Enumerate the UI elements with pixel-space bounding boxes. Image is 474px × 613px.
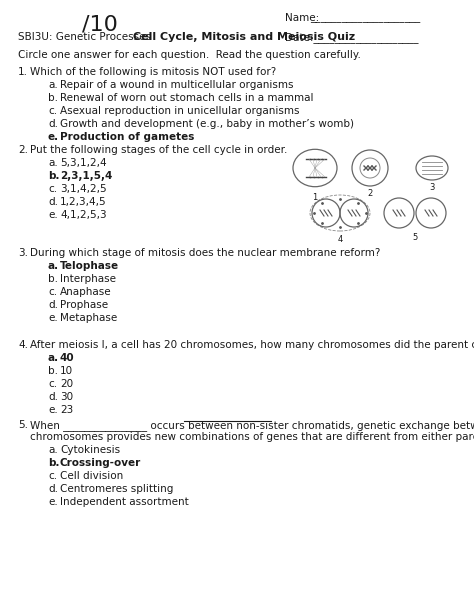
Text: d.: d. (48, 119, 58, 129)
Text: 4: 4 (337, 235, 343, 244)
Text: b.: b. (48, 93, 58, 103)
Text: /10: /10 (82, 15, 118, 35)
Text: 2.: 2. (18, 145, 28, 155)
Text: Metaphase: Metaphase (60, 313, 117, 323)
Text: c.: c. (48, 184, 57, 194)
Text: a.: a. (48, 261, 59, 271)
Text: Centromeres splitting: Centromeres splitting (60, 484, 173, 494)
Text: _____________________: _____________________ (310, 13, 420, 23)
Text: a.: a. (48, 158, 58, 168)
Text: e.: e. (48, 405, 58, 415)
Text: b.: b. (48, 274, 58, 284)
Text: After meiosis I, a cell has 20 chromosomes, how many chromosomes did the parent : After meiosis I, a cell has 20 chromosom… (30, 340, 474, 350)
Text: 1.: 1. (18, 67, 28, 77)
Text: 2: 2 (367, 189, 373, 198)
Text: SBI3U: Genetic Processes: SBI3U: Genetic Processes (18, 32, 151, 42)
Text: 5.: 5. (18, 420, 28, 430)
Text: a.: a. (48, 353, 59, 363)
Text: e.: e. (48, 313, 58, 323)
Text: 4,1,2,5,3: 4,1,2,5,3 (60, 210, 107, 220)
Text: 23: 23 (60, 405, 73, 415)
Text: b.: b. (48, 171, 60, 181)
Text: Growth and development (e.g., baby in mother’s womb): Growth and development (e.g., baby in mo… (60, 119, 354, 129)
Text: When ________________ occurs between non-sister chromatids, genetic exchange bet: When ________________ occurs between non… (30, 420, 474, 431)
Text: Date:____________________: Date:____________________ (285, 32, 419, 43)
Text: 4.: 4. (18, 340, 28, 350)
Text: During which stage of mitosis does the nuclear membrane reform?: During which stage of mitosis does the n… (30, 248, 380, 258)
Text: 3.: 3. (18, 248, 28, 258)
Text: Cell Cycle, Mitosis and Meiosis Quiz: Cell Cycle, Mitosis and Meiosis Quiz (133, 32, 355, 42)
Text: Renewal of worn out stomach cells in a mammal: Renewal of worn out stomach cells in a m… (60, 93, 313, 103)
Text: b.: b. (48, 458, 60, 468)
Text: Cell division: Cell division (60, 471, 123, 481)
Text: 3: 3 (429, 183, 435, 192)
Text: Interphase: Interphase (60, 274, 116, 284)
Text: 40: 40 (60, 353, 74, 363)
Text: a.: a. (48, 445, 58, 455)
Text: Circle one answer for each question.  Read the question carefully.: Circle one answer for each question. Rea… (18, 50, 361, 60)
Text: e.: e. (48, 210, 58, 220)
Text: 2,3,1,5,4: 2,3,1,5,4 (60, 171, 112, 181)
Text: Anaphase: Anaphase (60, 287, 111, 297)
Text: Prophase: Prophase (60, 300, 108, 310)
Text: Production of gametes: Production of gametes (60, 132, 194, 142)
Text: chromosomes provides new combinations of genes that are different from either pa: chromosomes provides new combinations of… (30, 432, 474, 442)
Text: c.: c. (48, 379, 57, 389)
Text: d.: d. (48, 484, 58, 494)
Text: c.: c. (48, 287, 57, 297)
Text: 5,3,1,2,4: 5,3,1,2,4 (60, 158, 107, 168)
Text: 20: 20 (60, 379, 73, 389)
Text: c.: c. (48, 106, 57, 116)
Text: a.: a. (48, 80, 58, 90)
Text: d.: d. (48, 392, 58, 402)
Text: Asexual reproduction in unicellular organisms: Asexual reproduction in unicellular orga… (60, 106, 300, 116)
Text: Crossing-over: Crossing-over (60, 458, 141, 468)
Text: Repair of a wound in multicellular organisms: Repair of a wound in multicellular organ… (60, 80, 293, 90)
Text: e.: e. (48, 132, 59, 142)
Text: Independent assortment: Independent assortment (60, 497, 189, 507)
Text: 10: 10 (60, 366, 73, 376)
Text: 5: 5 (412, 233, 418, 242)
Text: b.: b. (48, 366, 58, 376)
Text: 1: 1 (312, 193, 318, 202)
Text: Name:: Name: (285, 13, 322, 23)
Text: Cytokinesis: Cytokinesis (60, 445, 120, 455)
Text: 30: 30 (60, 392, 73, 402)
Text: Telophase: Telophase (60, 261, 119, 271)
Text: c.: c. (48, 471, 57, 481)
Text: d.: d. (48, 300, 58, 310)
Text: d.: d. (48, 197, 58, 207)
Text: Which of the following is mitosis NOT used for?: Which of the following is mitosis NOT us… (30, 67, 276, 77)
Text: 1,2,3,4,5: 1,2,3,4,5 (60, 197, 107, 207)
Text: e.: e. (48, 497, 58, 507)
Text: Put the following stages of the cell cycle in order.: Put the following stages of the cell cyc… (30, 145, 287, 155)
Text: 3,1,4,2,5: 3,1,4,2,5 (60, 184, 107, 194)
